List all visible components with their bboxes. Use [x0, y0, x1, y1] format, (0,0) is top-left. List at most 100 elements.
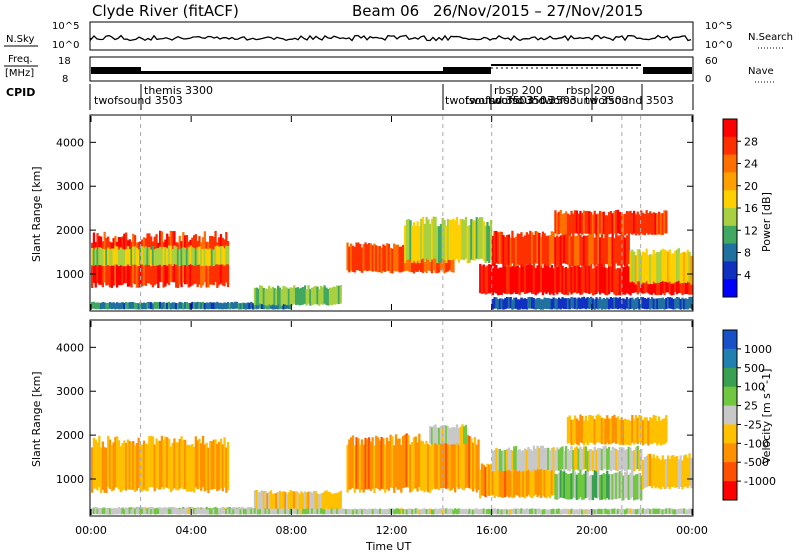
echo-cell [357, 438, 360, 490]
echo-cell [237, 509, 240, 515]
echo-cell [613, 238, 616, 267]
echo-cell [378, 440, 381, 491]
echo-cell [141, 444, 144, 492]
colorbar-tick-label: -100 [744, 437, 769, 450]
colorbar-swatch [723, 405, 737, 425]
echo-cell [92, 438, 96, 489]
echo-cell [529, 262, 532, 293]
echo-cell [362, 244, 365, 272]
echo-cell [277, 492, 280, 510]
echo-cell [511, 450, 514, 472]
echo-cell [643, 417, 646, 444]
echo-cell [205, 442, 208, 491]
echo-cell [565, 266, 568, 295]
echo-cell [523, 235, 527, 266]
echo-cell [353, 445, 356, 493]
echo-cell [475, 444, 478, 493]
echo-cell [638, 508, 641, 514]
echo-cell [647, 213, 650, 235]
echo-cell [364, 509, 367, 515]
x-tick-label: 12:00 [376, 524, 408, 537]
nsky-tick-low: 10^0 [52, 40, 79, 51]
echo-cell [141, 508, 144, 515]
echo-cell [615, 297, 618, 309]
echo-cell [507, 234, 511, 266]
echo-cell [607, 418, 611, 445]
echo-cell [307, 508, 310, 514]
echo-cell [332, 493, 335, 511]
echo-cell [380, 247, 383, 273]
echo-cell [665, 297, 668, 309]
echo-cell [591, 450, 595, 472]
echo-cell [622, 508, 625, 515]
echo-cell [498, 448, 502, 471]
echo-cell [305, 289, 308, 306]
echo-cell [534, 462, 537, 495]
echo-cell [654, 213, 657, 235]
echo-cell [264, 508, 267, 514]
echo-cell [631, 212, 634, 235]
echo-cell [355, 437, 358, 489]
echo-cell [434, 438, 437, 490]
echo-cell [107, 435, 110, 487]
cpid-segment-label: twofsound 3503 [465, 94, 554, 107]
echo-cell [193, 302, 196, 309]
echo-cell [398, 509, 401, 515]
echo-cell [575, 210, 578, 234]
colorbar-swatch [723, 424, 737, 444]
echo-cell [684, 509, 688, 515]
echo-cell [436, 427, 439, 445]
echo-cell [369, 441, 372, 491]
echo-cell [364, 437, 367, 490]
echo-cell [243, 509, 246, 515]
echo-cell [600, 448, 604, 471]
echo-cell [348, 509, 351, 515]
echo-cell [411, 509, 414, 515]
echo-cell [160, 248, 164, 266]
echo-cell [604, 231, 607, 264]
nave-tick-low: 0 [705, 74, 711, 85]
echo-cell [613, 508, 616, 514]
echo-cell [507, 509, 511, 515]
echo-cell [463, 220, 466, 261]
echo-cell [484, 266, 487, 295]
echo-cell [643, 252, 646, 283]
echo-cell [599, 508, 602, 515]
echo-cell [191, 509, 194, 515]
echo-cell [547, 465, 550, 497]
freq-label: Freq. [8, 54, 33, 65]
echo-cell [112, 442, 115, 491]
echo-cell [525, 299, 528, 310]
echo-cell [597, 447, 600, 470]
power-ylabel: Slant Range [km] [30, 166, 43, 262]
echo-cell [500, 509, 503, 515]
echo-cell [155, 248, 158, 266]
echo-cell [282, 285, 285, 305]
echo-cell [173, 302, 176, 309]
y-tick-label: 2000 [56, 429, 84, 442]
echo-cell [681, 508, 684, 514]
echo-cell [92, 301, 96, 309]
echo-cell [618, 235, 621, 266]
echo-cell [153, 444, 156, 492]
echo-cell [597, 470, 600, 498]
echo-cell [294, 509, 298, 515]
echo-cell [443, 425, 446, 444]
echo-cell [566, 474, 570, 500]
echo-cell [572, 450, 575, 472]
echo-cell [457, 427, 460, 445]
echo-cell [618, 509, 621, 515]
echo-cell [556, 508, 559, 515]
echo-cell [464, 424, 468, 444]
echo-cell [130, 302, 133, 309]
echo-cell [128, 302, 131, 309]
echo-cell [597, 262, 600, 293]
echo-cell [155, 302, 158, 309]
freq-trace-segment [491, 64, 641, 66]
echo-cell [287, 492, 291, 510]
echo-cell [268, 508, 271, 515]
echo-cell [525, 508, 528, 514]
echo-cell [434, 216, 437, 259]
echo-cell [416, 221, 419, 261]
